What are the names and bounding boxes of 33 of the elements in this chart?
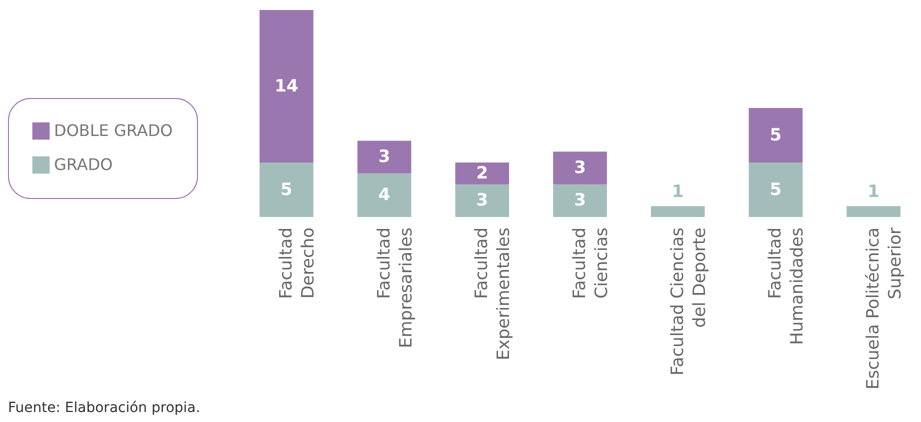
bar: [455, 162, 510, 184]
x-tick-label: Escuela Politécnica Superior: [864, 227, 906, 390]
x-tick-label: Facultad Ciencias del Deporte: [668, 227, 710, 376]
source-note: Fuente: Elaboración propia.: [8, 400, 200, 416]
data-label: 3: [574, 190, 586, 211]
bar: [260, 162, 314, 217]
x-tick-label: Facultad Empresariales: [374, 227, 416, 348]
bar: [846, 206, 900, 217]
data-label: 3: [378, 147, 390, 168]
data-label: 4: [378, 185, 390, 206]
data-label: 1: [868, 182, 880, 202]
data-label: 5: [770, 125, 782, 146]
bar: [553, 152, 607, 184]
bar: [553, 184, 607, 217]
bar: [650, 206, 705, 217]
x-tick-label: Facultad Experimentales: [472, 227, 514, 360]
data-label: 3: [574, 158, 586, 178]
data-label: 5: [770, 180, 782, 200]
legend-label: GRADO: [54, 155, 113, 174]
bar: [748, 162, 803, 217]
data-label: 2: [476, 163, 488, 184]
x-tick-label: Facultad Ciencias: [570, 227, 612, 299]
bar: [455, 184, 510, 217]
bar: [260, 10, 314, 163]
data-label: 5: [280, 180, 292, 200]
data-label: 14: [274, 76, 298, 96]
bar: [748, 108, 803, 163]
bar: [357, 140, 412, 174]
data-label: 3: [476, 190, 488, 211]
legend-label: DOBLE GRADO: [54, 121, 173, 140]
data-label: 1: [672, 182, 684, 202]
bar: [357, 173, 412, 217]
x-tick-label: Facultad Derecho: [276, 228, 318, 299]
